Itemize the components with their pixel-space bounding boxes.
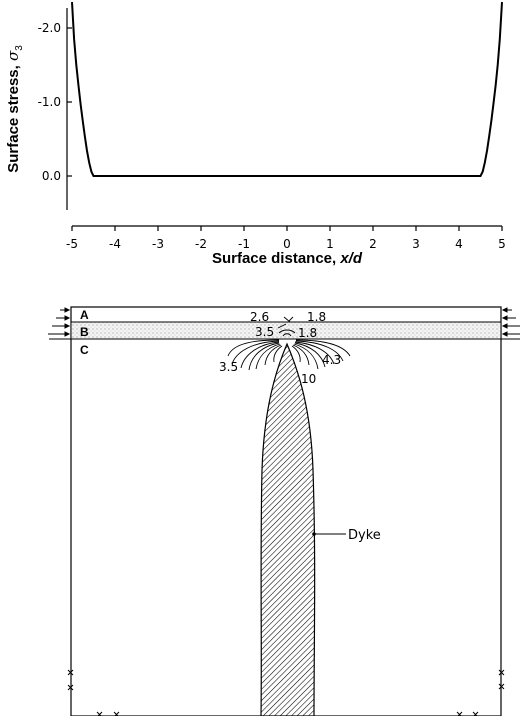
layer-label-c: C xyxy=(80,343,89,357)
layer-label-a: A xyxy=(80,308,89,322)
layer-b-fill xyxy=(70,321,502,340)
right-compression-arrows xyxy=(501,307,520,337)
stress-contours xyxy=(227,316,351,371)
model-boundary xyxy=(70,306,502,716)
y-tick-label: -1.0 xyxy=(38,95,61,109)
y-axis-ticks: -2.0 -1.0 0.0 xyxy=(38,21,72,183)
x-tick-label: 3 xyxy=(412,237,420,251)
dyke-body xyxy=(260,342,316,716)
left-compression-arrows xyxy=(48,307,71,337)
x-tick-label: -3 xyxy=(152,237,164,251)
x-tick-label: -1 xyxy=(238,237,250,251)
contour-label-1-8-top: 1.8 xyxy=(307,310,326,324)
contour-label-10: 10 xyxy=(301,372,316,386)
dyke-diagram: A B C 2.6 1.8 3.5 1.8 3.5 4.3 10 Dyke xyxy=(48,306,520,716)
x-tick-label: -5 xyxy=(66,237,78,251)
layer-label-b: B xyxy=(80,325,89,339)
y-tick-label: -2.0 xyxy=(38,21,61,35)
boundary-constraint-marks xyxy=(67,669,505,716)
x-tick-label: 2 xyxy=(369,237,377,251)
x-tick-label: 4 xyxy=(455,237,463,251)
x-tick-label: 0 xyxy=(283,237,291,251)
x-tick-label: 5 xyxy=(498,237,506,251)
x-tick-label: 1 xyxy=(326,237,334,251)
x-axis-title: Surface distance, x/d xyxy=(212,250,363,267)
stress-curve xyxy=(71,2,503,177)
contour-label-1-8-mid: 1.8 xyxy=(298,326,317,340)
contour-label-3-5-top: 3.5 xyxy=(255,325,274,339)
y-tick-label: 0.0 xyxy=(42,169,61,183)
dyke-label: Dyke xyxy=(348,528,381,543)
y-axis-title: Surface stress, σ3 xyxy=(4,45,25,173)
contour-label-4-3: 4.3 xyxy=(322,353,341,367)
contour-label-3-5-left: 3.5 xyxy=(219,360,238,374)
x-tick-label: -2 xyxy=(195,237,207,251)
x-axis-ticks: -5 -4 -3 -2 -1 0 1 2 3 4 5 xyxy=(66,226,506,251)
dyke-label-dot xyxy=(312,532,316,536)
x-tick-label: -4 xyxy=(109,237,121,251)
stress-chart: -2.0 -1.0 0.0 -5 -4 -3 -2 -1 0 1 2 3 4 5 Surface dis… xyxy=(4,2,506,267)
contour-label-2-6: 2.6 xyxy=(250,310,269,324)
